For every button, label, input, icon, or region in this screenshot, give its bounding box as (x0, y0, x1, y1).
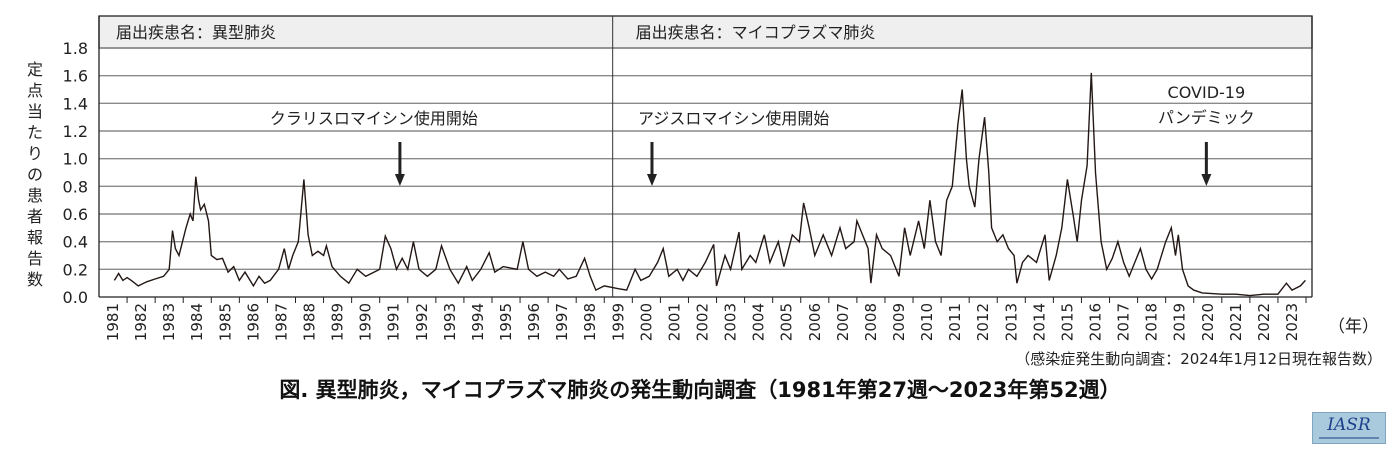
x-tick-label: 1985 (216, 303, 234, 341)
y-tick-label: 1.4 (63, 94, 88, 113)
annotation-label: アジスロマイシン使用開始 (638, 109, 829, 128)
x-tick-label: 2006 (806, 303, 824, 341)
x-tick-label: 1982 (132, 303, 150, 341)
chart: 0.0 0.2 0.4 0.6 0.8 1.0 1.2 1.4 1.6 1.8 届出疾患名：異型肺炎… (27, 15, 1379, 341)
x-tick-label: 2021 (1227, 303, 1245, 341)
x-tick-label: 2005 (778, 303, 796, 341)
x-tick-label: 2016 (1086, 303, 1104, 341)
x-tick-label: 1988 (301, 303, 319, 341)
x-tick-label: 2009 (890, 303, 908, 341)
x-tick-label: 2019 (1171, 303, 1189, 341)
panel-header (98, 15, 1313, 49)
figure-title: 図. 異型肺炎，マイコプラズマ肺炎の発生動向調査（1981年第27週〜2023年… (279, 378, 1121, 402)
arrow-head (646, 174, 657, 186)
x-tick-label: 2002 (694, 303, 712, 341)
x-tick-label: 2018 (1143, 303, 1161, 341)
y-tick-label: 0.0 (63, 288, 88, 307)
x-tick-label: 2010 (918, 303, 936, 341)
annotation-label: パンデミック (1158, 108, 1255, 127)
y-tick-label: 0.6 (63, 205, 88, 224)
x-tick-label: 1999 (609, 303, 627, 341)
x-tick-label: 2012 (974, 303, 992, 341)
x-tick-label: 2020 (1199, 303, 1217, 341)
source-note: （感染症発生動向調査：2024年1月12日現在報告数） (1015, 350, 1382, 368)
y-tick-label: 1.0 (63, 150, 88, 169)
x-tick-label: 2008 (862, 303, 880, 341)
x-tick-label: 1991 (385, 303, 403, 341)
x-tick-label: 1984 (188, 303, 206, 341)
x-tick-label: 2001 (665, 303, 683, 341)
x-tick-label: 1998 (581, 303, 599, 341)
x-axis-label: （年） (1328, 317, 1379, 337)
y-tick-label: 0.8 (63, 177, 88, 196)
x-tick-label: 2004 (750, 303, 768, 341)
y-tick-label: 1.8 (63, 39, 88, 58)
x-tick-label: 1995 (497, 303, 515, 341)
x-tick-label: 2022 (1255, 303, 1273, 341)
y-tick-label: 0.4 (63, 233, 88, 252)
x-tick-label: 1989 (329, 303, 347, 341)
iasr-logo: IASR (1312, 412, 1386, 444)
annotation-label: COVID-19 (1168, 83, 1246, 102)
y-tick-label: 0.2 (63, 260, 88, 279)
x-tick-label: 1987 (272, 303, 290, 341)
arrow-head (1201, 174, 1212, 186)
x-tick-label: 2017 (1115, 303, 1133, 341)
x-tick-label: 2000 (637, 303, 655, 341)
x-tick-label: 1993 (441, 303, 459, 341)
y-axis-label: 定点当たりの患者報告数 (27, 60, 43, 289)
y-tick-label: 1.6 (63, 67, 88, 86)
x-tick-label: 2007 (834, 303, 852, 341)
x-tick-label: 2023 (1283, 303, 1301, 341)
x-tick-label: 1997 (553, 303, 571, 341)
x-tick-label: 2015 (1058, 303, 1076, 341)
annotation-label: クラリスロマイシン使用開始 (270, 109, 478, 128)
x-tick-label: 2011 (946, 303, 964, 341)
x-tick-label: 2014 (1030, 303, 1048, 341)
panel-label: 届出疾患名：マイコプラズマ肺炎 (636, 23, 876, 42)
y-tick-label: 1.2 (63, 122, 88, 141)
x-tick-label: 1994 (469, 303, 487, 341)
x-tick-label: 2003 (722, 303, 740, 341)
x-tick-label: 1990 (357, 303, 375, 341)
x-tick-label: 1992 (413, 303, 431, 341)
x-tick-label: 2013 (1002, 303, 1020, 341)
arrow-head (394, 174, 405, 186)
panel-label: 届出疾患名：異型肺炎 (116, 23, 276, 42)
x-tick-label: 1986 (244, 303, 262, 341)
x-tick-label: 1996 (525, 303, 543, 341)
x-tick-label: 1981 (104, 303, 122, 341)
series-line (113, 72, 1306, 297)
x-tick-label: 1983 (160, 303, 178, 341)
